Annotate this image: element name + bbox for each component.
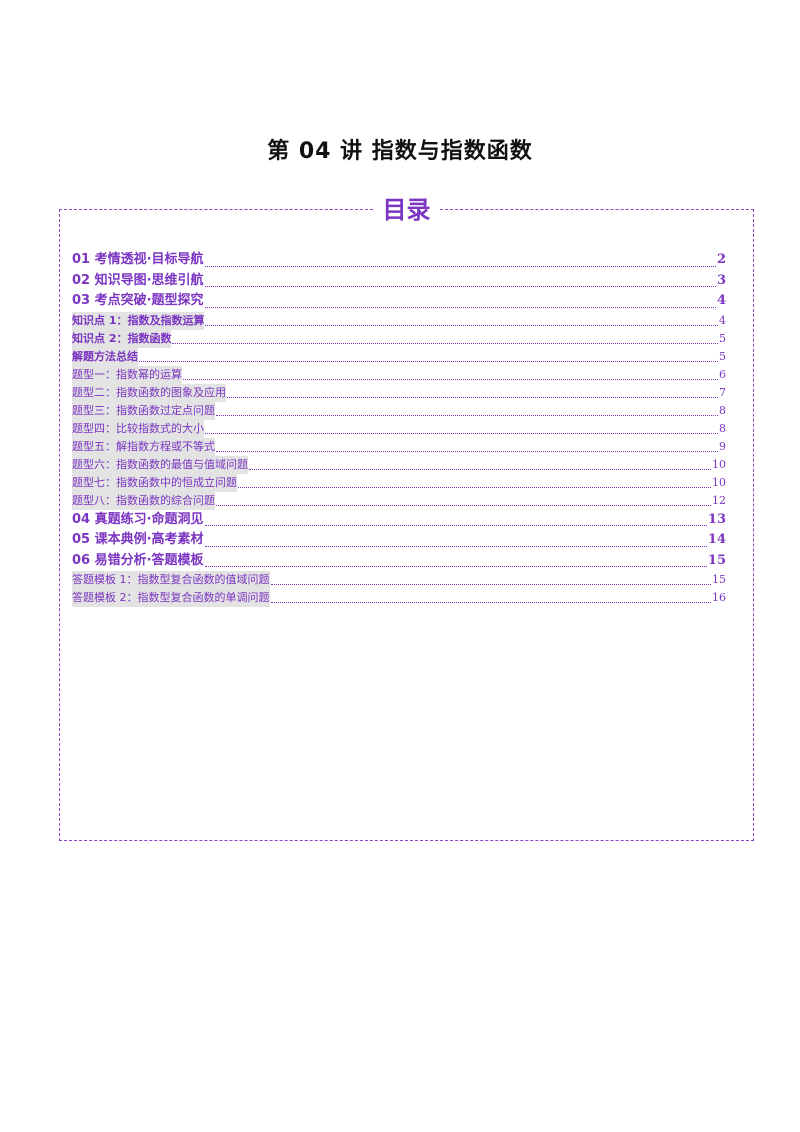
toc-leader-dots: [139, 360, 718, 362]
toc-entry-page: 8: [719, 421, 726, 435]
toc-entry-label[interactable]: 解题方法总结: [72, 347, 138, 366]
toc-leader-dots: [172, 342, 718, 344]
toc-entry[interactable]: 04 真题练习·命题洞见 13: [72, 510, 726, 531]
toc-leader-dots: [216, 504, 711, 506]
toc-entry-page: 8: [719, 403, 726, 417]
toc-entry[interactable]: 02 知识导图·思维引航 3: [72, 271, 726, 292]
toc-entry[interactable]: 题型七：指数函数中的恒成立问题 10: [72, 473, 726, 492]
toc-entry-page: 6: [719, 367, 726, 381]
table-of-contents: 目录 01 考情透视·目标导航 2 02 知识导图·思维引航 3 03 考点突破·题型探…: [59, 195, 754, 841]
toc-entry-label[interactable]: 题型七：指数函数中的恒成立问题: [72, 473, 237, 492]
toc-entry-page: 9: [719, 439, 726, 453]
toc-entry-label[interactable]: 知识点 1：指数及指数运算: [72, 311, 205, 330]
toc-leader-dots: [216, 450, 718, 452]
toc-entry[interactable]: 题型一：指数幂的运算 6: [72, 365, 726, 384]
toc-entry[interactable]: 题型六：指数函数的最值与值域问题 10: [72, 455, 726, 474]
toc-entry-page: 16: [712, 591, 726, 604]
toc-entry-page: 14: [707, 532, 726, 547]
toc-entry-page: 15: [712, 573, 726, 586]
toc-entry[interactable]: 题型四：比较指数式的大小 8: [72, 419, 726, 438]
toc-entry[interactable]: 题型三：指数函数过定点问题 8: [72, 401, 726, 420]
document-title: 第 04 讲 指数与指数函数: [267, 139, 533, 164]
toc-entry-page: 12: [712, 493, 726, 507]
toc-leader-dots: [204, 265, 716, 267]
toc-entry-page: 2: [716, 252, 726, 267]
toc-leader-dots: [238, 486, 711, 488]
toc-heading-wrap: 目录: [60, 195, 753, 225]
toc-entry[interactable]: 03 考点突破·题型探究 4: [72, 291, 726, 312]
toc-list: 01 考情透视·目标导航 2 02 知识导图·思维引航 3 03 考点突破·题型探究 4 知…: [72, 250, 726, 607]
toc-leader-dots: [204, 565, 707, 567]
toc-entry-label[interactable]: 知识点 2：指数函数: [72, 329, 172, 348]
toc-entry[interactable]: 题型八：指数函数的综合问题 12: [72, 491, 726, 510]
toc-entry-label[interactable]: 06 易错分析·答题模板: [72, 552, 204, 568]
toc-leader-dots: [216, 414, 718, 416]
toc-leader-dots: [227, 396, 718, 398]
toc-leader-dots: [205, 324, 718, 326]
toc-entry-label[interactable]: 题型一：指数幂的运算: [72, 365, 182, 384]
toc-entry[interactable]: 解题方法总结 5: [72, 347, 726, 366]
toc-entry-page: 4: [719, 313, 726, 327]
toc-leader-dots: [270, 583, 711, 585]
toc-entry[interactable]: 知识点 2：指数函数 5: [72, 329, 726, 348]
toc-entry-page: 7: [719, 385, 726, 399]
toc-leader-dots: [270, 601, 711, 603]
toc-entry[interactable]: 06 易错分析·答题模板 15: [72, 551, 726, 572]
toc-leader-dots: [249, 468, 711, 470]
toc-heading: 目录: [374, 195, 439, 225]
toc-leader-dots: [204, 545, 707, 547]
toc-entry[interactable]: 答题模板 2：指数型复合函数的单调问题 16: [72, 589, 726, 607]
toc-entry-label[interactable]: 05 课本典例·高考素材: [72, 532, 204, 547]
toc-entry[interactable]: 01 考情透视·目标导航 2: [72, 250, 726, 271]
toc-entry-page: 5: [719, 349, 726, 363]
toc-entry-page: 3: [716, 272, 726, 288]
toc-entry-label[interactable]: 04 真题练习·命题洞见: [72, 511, 204, 527]
toc-entry-label[interactable]: 02 知识导图·思维引航: [72, 272, 204, 288]
toc-entry-label[interactable]: 答题模板 2：指数型复合函数的单调问题: [72, 589, 270, 607]
toc-entry-label[interactable]: 题型二：指数函数的图象及应用: [72, 383, 226, 402]
toc-leader-dots: [205, 432, 718, 434]
toc-leader-dots: [204, 306, 716, 308]
toc-entry-page: 10: [712, 457, 726, 471]
toc-entry-label[interactable]: 题型八：指数函数的综合问题: [72, 491, 215, 510]
toc-entry[interactable]: 题型五：解指数方程或不等式 9: [72, 437, 726, 456]
toc-entry[interactable]: 答题模板 1：指数型复合函数的值域问题 15: [72, 571, 726, 589]
toc-entry[interactable]: 知识点 1：指数及指数运算 4: [72, 311, 726, 330]
toc-entry[interactable]: 05 课本典例·高考素材 14: [72, 530, 726, 551]
toc-entry-label[interactable]: 01 考情透视·目标导航: [72, 252, 204, 267]
toc-entry-page: 4: [716, 293, 726, 308]
toc-entry[interactable]: 题型二：指数函数的图象及应用 7: [72, 383, 726, 402]
toc-entry-label[interactable]: 答题模板 1：指数型复合函数的值域问题: [72, 571, 270, 589]
toc-entry-page: 10: [712, 475, 726, 489]
toc-entry-label[interactable]: 03 考点突破·题型探究: [72, 293, 204, 308]
toc-entry-page: 5: [719, 331, 726, 345]
toc-leader-dots: [183, 378, 718, 380]
toc-entry-label[interactable]: 题型三：指数函数过定点问题: [72, 401, 215, 420]
toc-leader-dots: [204, 524, 707, 526]
toc-leader-dots: [204, 285, 716, 287]
toc-entry-page: 15: [707, 552, 726, 568]
toc-entry-label[interactable]: 题型四：比较指数式的大小: [72, 419, 204, 438]
toc-entry-page: 13: [707, 511, 726, 527]
toc-entry-label[interactable]: 题型五：解指数方程或不等式: [72, 437, 215, 456]
toc-entry-label[interactable]: 题型六：指数函数的最值与值域问题: [72, 455, 248, 474]
